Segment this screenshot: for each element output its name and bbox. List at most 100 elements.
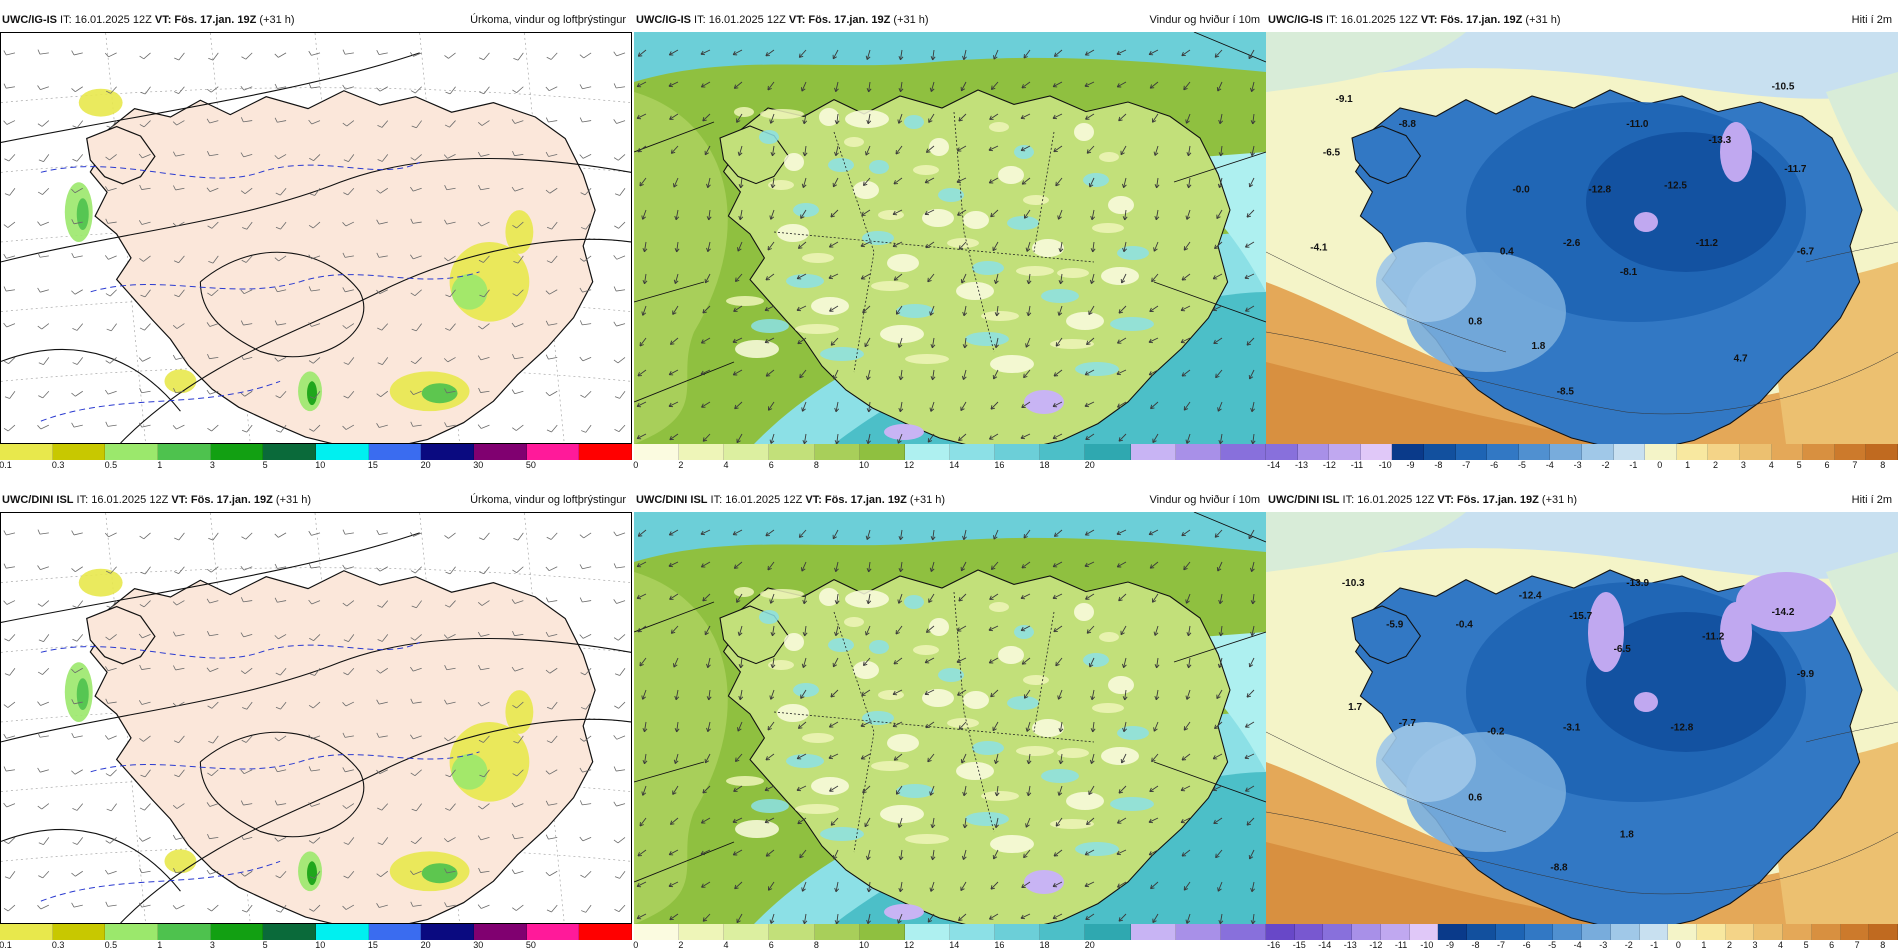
panel-header: UWC/DINI ISL IT: 16.01.2025 12Z VT: Fös.…: [634, 490, 1266, 510]
temperature-value: -11.7: [1784, 164, 1807, 175]
model-label: UWC/IG-IS: [2, 14, 57, 26]
map-view[interactable]: [634, 512, 1266, 924]
colorbar-cell: [1841, 924, 1870, 940]
init-time: IT: 16.01.2025 12Z: [1323, 14, 1421, 26]
colorbar-cell: [1352, 924, 1381, 940]
temperature-value: -6.5: [1614, 644, 1632, 655]
map-view[interactable]: [634, 32, 1266, 444]
colorbar-cell: [527, 924, 580, 940]
colorbar-cell: [995, 444, 1040, 460]
colorbar-cell: [1835, 444, 1867, 460]
colorbar-label: 8: [1880, 460, 1885, 470]
colorbar-label: -4: [1546, 460, 1554, 470]
colorbar-label: -8: [1472, 940, 1480, 950]
colorbar-label: 5: [263, 940, 268, 950]
temperature-value: -11.2: [1702, 632, 1725, 643]
colorbar-cell: [815, 924, 860, 940]
colorbar-label: -3: [1599, 940, 1607, 950]
colorbar-label: 14: [949, 940, 959, 950]
colorbar-label: 0.1: [0, 940, 12, 950]
colorbar-label: 20: [421, 940, 431, 950]
panel-header: UWC/IG-IS IT: 16.01.2025 12Z VT: Fös. 17…: [1266, 10, 1898, 30]
colorbar-label: 2: [1727, 940, 1732, 950]
temperature-value: 0.6: [1468, 792, 1482, 803]
colorbar-label: 12: [904, 460, 914, 470]
temperature-value: -8.8: [1399, 119, 1417, 130]
temperature-value: -3.1: [1563, 722, 1581, 733]
colorbar-label: 16: [994, 940, 1004, 950]
panel-header: UWC/IG-IS IT: 16.01.2025 12Z VT: Fös. 17…: [0, 10, 632, 30]
init-time: IT: 16.01.2025 12Z: [708, 494, 806, 506]
colorbar-cell: [950, 924, 995, 940]
colorbar-label: 20: [1085, 460, 1095, 470]
model-label: UWC/DINI ISL: [636, 494, 708, 506]
temperature-value: -2.6: [1563, 238, 1581, 249]
temperature-value: -12.5: [1664, 181, 1687, 192]
colorbar-cell: [1381, 924, 1410, 940]
colorbar-label: 8: [814, 940, 819, 950]
colorbar-label: 18: [1040, 460, 1050, 470]
colorbar-label: 15: [368, 940, 378, 950]
colorbar-cell: [53, 924, 106, 940]
colorbar-label: -4: [1574, 940, 1582, 950]
colorbar-cell: [1438, 924, 1467, 940]
colorbar-cell: [1869, 924, 1898, 940]
colorbar-label: -9: [1406, 460, 1414, 470]
colorbar-label: 5: [1804, 940, 1809, 950]
valid-time: VT: Fös. 17.jan. 19Z: [1421, 14, 1522, 26]
colorbar-cell: [579, 924, 632, 940]
colorbar-label: -9: [1446, 940, 1454, 950]
colorbar-cell: [1410, 924, 1439, 940]
colorbar-label: 20: [421, 460, 431, 470]
colorbar-cell: [1323, 924, 1352, 940]
colorbar-label: 0.3: [52, 460, 65, 470]
colorbar-label: -14: [1318, 940, 1331, 950]
colorbar-cell: [1553, 924, 1582, 940]
colorbar-cell: [724, 924, 769, 940]
colorbar-cell: [421, 924, 474, 940]
temperature-value: -8.1: [1620, 267, 1638, 278]
colorbar-label: 1: [1685, 460, 1690, 470]
colorbar-label: -2: [1625, 940, 1633, 950]
colorbar-label: 6: [1829, 940, 1834, 950]
map-view[interactable]: [0, 512, 632, 924]
colorbar-label: -13: [1344, 940, 1357, 950]
colorbar-label: -7: [1462, 460, 1470, 470]
colorbar-cell: [1467, 924, 1496, 940]
panel-title: Vindur og hviður í 10m: [1150, 10, 1260, 30]
colorbar-cell: [860, 444, 905, 460]
colorbar-label: 2: [678, 940, 683, 950]
lead-time: (+31 h): [890, 14, 928, 26]
colorbar-cell: [263, 444, 316, 460]
colorbar-cell: [1040, 924, 1085, 940]
map-view[interactable]: -9.1-8.8-6.5-0.0-12.8-12.5-11.0-13.3-10.…: [1266, 32, 1898, 444]
temperature-value: -10.3: [1342, 578, 1365, 589]
colorbar-label: 6: [769, 460, 774, 470]
colorbar-cell: [1812, 924, 1841, 940]
colorbar-cell: [724, 444, 769, 460]
colorbar-cell: [1424, 444, 1456, 460]
lead-time: (+31 h): [256, 14, 294, 26]
temperature-value: -8.5: [1557, 387, 1575, 398]
colorbar-cell: [105, 924, 158, 940]
colorbar-cell: [1496, 924, 1525, 940]
map-view[interactable]: -10.3-5.9-0.4-12.4-15.7-13.9-6.5-11.2-14…: [1266, 512, 1898, 924]
panel-title: Úrkoma, vindur og loftþrýstingur: [470, 490, 626, 510]
valid-time: VT: Fös. 17.jan. 19Z: [789, 14, 890, 26]
temperature-value: -15.7: [1569, 611, 1592, 622]
valid-time: VT: Fös. 17.jan. 19Z: [155, 14, 256, 26]
colorbar-cell: [105, 444, 158, 460]
colorbar-label: 10: [859, 940, 869, 950]
map-canvas: [634, 32, 1266, 444]
colorbar-label: 16: [994, 460, 1004, 470]
map-view[interactable]: [0, 32, 632, 444]
colorbar-label: 2: [1713, 460, 1718, 470]
temperature-value: -7.7: [1399, 718, 1417, 729]
colorbar-cell: [1221, 444, 1266, 460]
temperature-value: -4.1: [1310, 242, 1328, 253]
colorbar-label: -1: [1629, 460, 1637, 470]
colorbar-cell: [369, 444, 422, 460]
colorbar-cell: [1677, 444, 1709, 460]
map-canvas: [1, 513, 631, 923]
colorbar: [1266, 444, 1898, 460]
